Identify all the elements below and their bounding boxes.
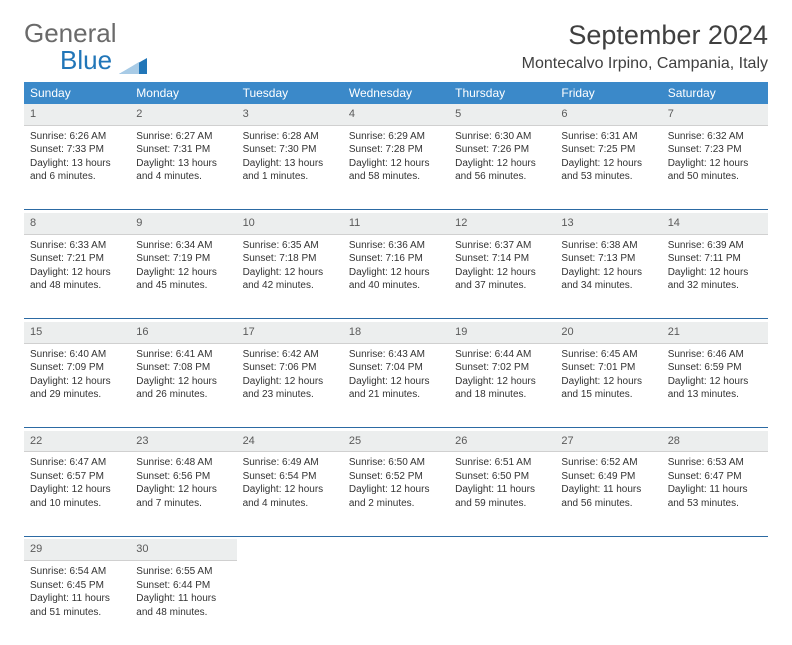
day-cell: Sunrise: 6:30 AMSunset: 7:26 PMDaylight:… xyxy=(449,126,555,210)
day-cell: Sunrise: 6:37 AMSunset: 7:14 PMDaylight:… xyxy=(449,235,555,319)
day-cell: Sunrise: 6:45 AMSunset: 7:01 PMDaylight:… xyxy=(555,344,661,428)
day-number-cell: 21 xyxy=(662,322,768,344)
day-cell: Sunrise: 6:32 AMSunset: 7:23 PMDaylight:… xyxy=(662,126,768,210)
day-number-cell: 1 xyxy=(24,104,130,126)
day-cell: Sunrise: 6:46 AMSunset: 6:59 PMDaylight:… xyxy=(662,344,768,428)
day-number-cell: 25 xyxy=(343,431,449,453)
day-cell xyxy=(449,561,555,645)
day-number-cell: 14 xyxy=(662,213,768,235)
day-cell xyxy=(343,561,449,645)
day-number-cell: 30 xyxy=(130,539,236,561)
title-block: September 2024 Montecalvo Irpino, Campan… xyxy=(522,20,768,73)
day-number-cell: 19 xyxy=(449,322,555,344)
day-number-cell: 16 xyxy=(130,322,236,344)
day-number-cell xyxy=(343,539,449,561)
weekday-header: Wednesday xyxy=(343,82,449,104)
day-number-cell: 22 xyxy=(24,431,130,453)
logo-text-part2: Blue xyxy=(60,45,112,75)
logo: General Blue xyxy=(24,20,147,74)
logo-text-part1: General xyxy=(24,18,117,48)
day-cell: Sunrise: 6:54 AMSunset: 6:45 PMDaylight:… xyxy=(24,561,130,645)
day-cell: Sunrise: 6:43 AMSunset: 7:04 PMDaylight:… xyxy=(343,344,449,428)
day-cell: Sunrise: 6:27 AMSunset: 7:31 PMDaylight:… xyxy=(130,126,236,210)
weekday-header: Monday xyxy=(130,82,236,104)
day-number-cell: 27 xyxy=(555,431,661,453)
day-cell: Sunrise: 6:31 AMSunset: 7:25 PMDaylight:… xyxy=(555,126,661,210)
day-number-cell: 26 xyxy=(449,431,555,453)
day-number-cell: 23 xyxy=(130,431,236,453)
day-number-cell: 12 xyxy=(449,213,555,235)
day-cell: Sunrise: 6:50 AMSunset: 6:52 PMDaylight:… xyxy=(343,452,449,536)
calendar-head: SundayMondayTuesdayWednesdayThursdayFrid… xyxy=(24,82,768,104)
weekday-header: Tuesday xyxy=(237,82,343,104)
day-cell: Sunrise: 6:35 AMSunset: 7:18 PMDaylight:… xyxy=(237,235,343,319)
day-number-cell xyxy=(662,539,768,561)
weekday-header: Sunday xyxy=(24,82,130,104)
day-cell: Sunrise: 6:40 AMSunset: 7:09 PMDaylight:… xyxy=(24,344,130,428)
day-number-cell: 24 xyxy=(237,431,343,453)
day-number-cell: 4 xyxy=(343,104,449,126)
day-cell: Sunrise: 6:26 AMSunset: 7:33 PMDaylight:… xyxy=(24,126,130,210)
day-number-cell: 9 xyxy=(130,213,236,235)
weekday-header: Saturday xyxy=(662,82,768,104)
day-number-cell: 13 xyxy=(555,213,661,235)
day-number-cell: 10 xyxy=(237,213,343,235)
day-number-cell: 7 xyxy=(662,104,768,126)
day-number-cell: 29 xyxy=(24,539,130,561)
day-cell: Sunrise: 6:34 AMSunset: 7:19 PMDaylight:… xyxy=(130,235,236,319)
day-cell xyxy=(237,561,343,645)
day-cell: Sunrise: 6:47 AMSunset: 6:57 PMDaylight:… xyxy=(24,452,130,536)
day-number-cell xyxy=(449,539,555,561)
day-cell: Sunrise: 6:52 AMSunset: 6:49 PMDaylight:… xyxy=(555,452,661,536)
location-subtitle: Montecalvo Irpino, Campania, Italy xyxy=(522,55,768,73)
day-number-cell: 17 xyxy=(237,322,343,344)
weekday-header: Thursday xyxy=(449,82,555,104)
day-cell: Sunrise: 6:55 AMSunset: 6:44 PMDaylight:… xyxy=(130,561,236,645)
month-title: September 2024 xyxy=(522,20,768,51)
day-number-cell: 3 xyxy=(237,104,343,126)
day-cell: Sunrise: 6:41 AMSunset: 7:08 PMDaylight:… xyxy=(130,344,236,428)
day-cell: Sunrise: 6:38 AMSunset: 7:13 PMDaylight:… xyxy=(555,235,661,319)
calendar-table: SundayMondayTuesdayWednesdayThursdayFrid… xyxy=(24,82,768,645)
day-number-cell xyxy=(555,539,661,561)
header: General Blue September 2024 Montecalvo I… xyxy=(24,20,768,74)
weekday-header: Friday xyxy=(555,82,661,104)
day-number-cell: 2 xyxy=(130,104,236,126)
day-cell: Sunrise: 6:51 AMSunset: 6:50 PMDaylight:… xyxy=(449,452,555,536)
day-number-cell xyxy=(237,539,343,561)
day-cell: Sunrise: 6:28 AMSunset: 7:30 PMDaylight:… xyxy=(237,126,343,210)
day-cell xyxy=(555,561,661,645)
day-number-cell: 5 xyxy=(449,104,555,126)
day-cell: Sunrise: 6:42 AMSunset: 7:06 PMDaylight:… xyxy=(237,344,343,428)
day-cell: Sunrise: 6:36 AMSunset: 7:16 PMDaylight:… xyxy=(343,235,449,319)
day-number-cell: 11 xyxy=(343,213,449,235)
day-cell: Sunrise: 6:53 AMSunset: 6:47 PMDaylight:… xyxy=(662,452,768,536)
day-cell: Sunrise: 6:44 AMSunset: 7:02 PMDaylight:… xyxy=(449,344,555,428)
day-number-cell: 28 xyxy=(662,431,768,453)
day-cell: Sunrise: 6:33 AMSunset: 7:21 PMDaylight:… xyxy=(24,235,130,319)
day-cell: Sunrise: 6:48 AMSunset: 6:56 PMDaylight:… xyxy=(130,452,236,536)
day-number-cell: 15 xyxy=(24,322,130,344)
day-cell xyxy=(662,561,768,645)
day-cell: Sunrise: 6:29 AMSunset: 7:28 PMDaylight:… xyxy=(343,126,449,210)
day-cell: Sunrise: 6:39 AMSunset: 7:11 PMDaylight:… xyxy=(662,235,768,319)
day-number-cell: 8 xyxy=(24,213,130,235)
calendar-body: 1234567Sunrise: 6:26 AMSunset: 7:33 PMDa… xyxy=(24,104,768,645)
day-number-cell: 18 xyxy=(343,322,449,344)
day-number-cell: 6 xyxy=(555,104,661,126)
logo-triangle-icon xyxy=(119,52,147,74)
day-number-cell: 20 xyxy=(555,322,661,344)
day-cell: Sunrise: 6:49 AMSunset: 6:54 PMDaylight:… xyxy=(237,452,343,536)
